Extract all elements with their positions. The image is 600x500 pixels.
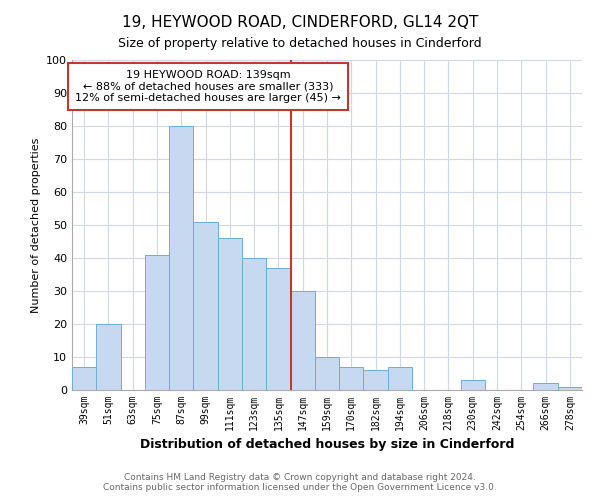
Bar [218, 238, 242, 390]
Bar [558, 386, 582, 390]
Bar [193, 222, 218, 390]
Text: 19 HEYWOOD ROAD: 139sqm
← 88% of detached houses are smaller (333)
12% of semi-d: 19 HEYWOOD ROAD: 139sqm ← 88% of detache… [75, 70, 341, 103]
Bar [72, 367, 96, 390]
Text: 19, HEYWOOD ROAD, CINDERFORD, GL14 2QT: 19, HEYWOOD ROAD, CINDERFORD, GL14 2QT [122, 15, 478, 30]
Bar [315, 357, 339, 390]
Text: Contains HM Land Registry data © Crown copyright and database right 2024.
Contai: Contains HM Land Registry data © Crown c… [103, 473, 497, 492]
Bar [339, 367, 364, 390]
Bar [266, 268, 290, 390]
Bar [242, 258, 266, 390]
Bar [533, 384, 558, 390]
Bar [290, 291, 315, 390]
Bar [364, 370, 388, 390]
Bar [169, 126, 193, 390]
Bar [96, 324, 121, 390]
Text: Size of property relative to detached houses in Cinderford: Size of property relative to detached ho… [118, 38, 482, 51]
Bar [388, 367, 412, 390]
Bar [145, 254, 169, 390]
Bar [461, 380, 485, 390]
X-axis label: Distribution of detached houses by size in Cinderford: Distribution of detached houses by size … [140, 438, 514, 452]
Y-axis label: Number of detached properties: Number of detached properties [31, 138, 41, 312]
